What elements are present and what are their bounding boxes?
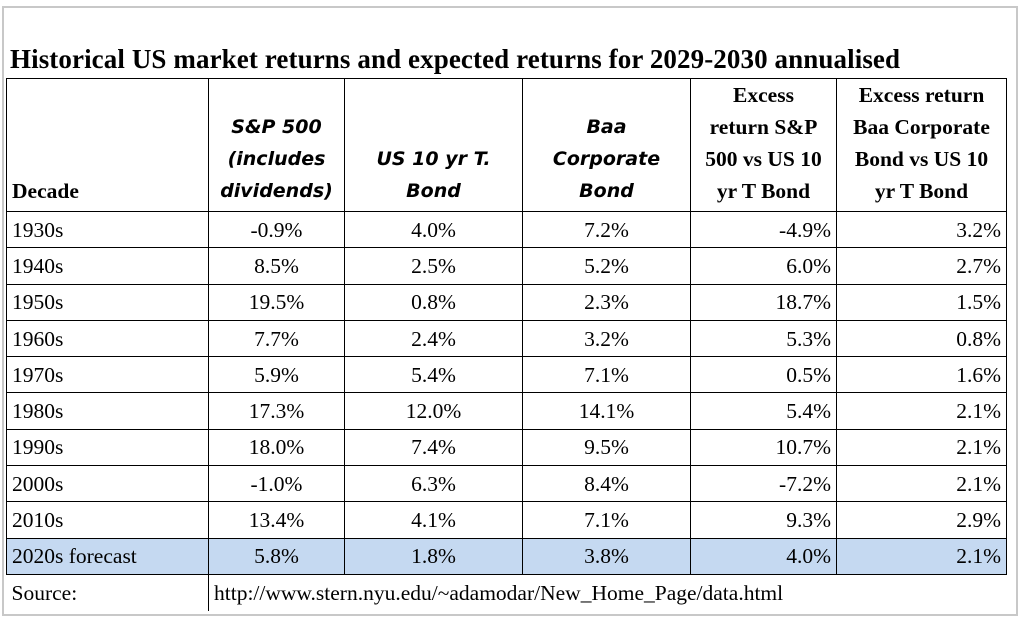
header-decade: Decade — [6, 78, 209, 212]
cell-sp500: 18.0% — [208, 428, 345, 467]
cell-sp500: -1.0% — [208, 465, 345, 503]
cell-tbond: 2.4% — [344, 319, 523, 358]
returns-table: Decade S&P 500 (includes dividends) US 1… — [6, 78, 1007, 612]
cell-excess-baa: 2.9% — [836, 501, 1007, 539]
cell-decade: 2010s — [6, 501, 209, 539]
header-excess-sp: Excess return S&P 500 vs US 10 yr T Bond — [690, 78, 837, 212]
cell-sp500: 5.8% — [208, 537, 345, 575]
cell-sp500: -0.9% — [208, 210, 345, 249]
cell-excess-baa: 1.6% — [836, 356, 1007, 394]
cell-tbond: 12.0% — [344, 392, 523, 430]
table-row: 1930s -0.9% 4.0% 7.2% -4.9% 3.2% — [6, 210, 1007, 249]
table-row: 1970s 5.9% 5.4% 7.1% 0.5% 1.6% — [6, 356, 1007, 394]
cell-excess-sp: 10.7% — [690, 428, 837, 467]
table-row: 1990s 18.0% 7.4% 9.5% 10.7% 2.1% — [6, 428, 1007, 467]
cell-decade: 1970s — [6, 356, 209, 394]
cell-decade: 1930s — [6, 210, 209, 249]
cell-tbond: 2.5% — [344, 247, 523, 285]
cell-excess-baa: 2.1% — [836, 392, 1007, 430]
cell-excess-sp: 6.0% — [690, 247, 837, 285]
cell-excess-baa: 1.5% — [836, 283, 1007, 321]
cell-sp500: 17.3% — [208, 392, 345, 430]
header-excess-baa: Excess return Baa Corporate Bond vs US 1… — [836, 78, 1007, 212]
cell-tbond: 5.4% — [344, 356, 523, 394]
cell-tbond: 7.4% — [344, 428, 523, 467]
table-body: 1930s -0.9% 4.0% 7.2% -4.9% 3.2% 1940s 8.5% 2.5%… — [6, 210, 1007, 575]
table-row: 2010s 13.4% 4.1% 7.1% 9.3% 2.9% — [6, 501, 1007, 539]
header-row: Decade S&P 500 (includes dividends) US 1… — [6, 78, 1007, 212]
cell-excess-sp: 5.3% — [690, 319, 837, 358]
header-sp500: S&P 500 (includes dividends) — [208, 78, 345, 212]
cell-decade: 1980s — [6, 392, 209, 430]
cell-baa: 5.2% — [522, 247, 691, 285]
cell-baa: 7.1% — [522, 356, 691, 394]
cell-sp500: 13.4% — [208, 501, 345, 539]
table-row: 1980s 17.3% 12.0% 14.1% 5.4% 2.1% — [6, 392, 1007, 430]
table-row: 1940s 8.5% 2.5% 5.2% 6.0% 2.7% — [6, 247, 1007, 285]
cell-excess-sp: 0.5% — [690, 356, 837, 394]
cell-tbond: 4.0% — [344, 210, 523, 249]
header-tbond: US 10 yr T. Bond — [344, 78, 523, 212]
table-row: 1950s 19.5% 0.8% 2.3% 18.7% 1.5% — [6, 283, 1007, 321]
table-title: Historical US market returns and expecte… — [10, 44, 901, 74]
cell-baa: 8.4% — [522, 465, 691, 503]
source-url: http://www.stern.nyu.edu/~adamodar/New_H… — [208, 574, 1007, 612]
cell-decade: 2000s — [6, 465, 209, 503]
cell-excess-baa: 2.7% — [836, 247, 1007, 285]
cell-excess-sp: -4.9% — [690, 210, 837, 249]
source-row: Source: http://www.stern.nyu.edu/~adamod… — [7, 574, 1007, 612]
cell-excess-baa: 3.2% — [836, 210, 1007, 249]
cell-decade: 2020s forecast — [6, 537, 209, 575]
cell-sp500: 19.5% — [208, 283, 345, 321]
cell-baa: 3.8% — [522, 537, 691, 575]
cell-baa: 7.2% — [522, 210, 691, 249]
cell-tbond: 0.8% — [344, 283, 523, 321]
cell-baa: 14.1% — [522, 392, 691, 430]
cell-excess-sp: 9.3% — [690, 501, 837, 539]
cell-decade: 1950s — [6, 283, 209, 321]
cell-decade: 1940s — [6, 247, 209, 285]
cell-baa: 2.3% — [522, 283, 691, 321]
table-row: 2000s -1.0% 6.3% 8.4% -7.2% 2.1% — [6, 465, 1007, 503]
header-baa: Baa Corporate Bond — [522, 78, 691, 212]
cell-decade: 1990s — [6, 428, 209, 467]
cell-baa: 7.1% — [522, 501, 691, 539]
table-row-forecast: 2020s forecast 5.8% 1.8% 3.8% 4.0% 2.1% — [6, 537, 1007, 575]
cell-baa: 9.5% — [522, 428, 691, 467]
cell-excess-sp: 18.7% — [690, 283, 837, 321]
cell-decade: 1960s — [6, 319, 209, 358]
cell-excess-sp: -7.2% — [690, 465, 837, 503]
cell-excess-baa: 2.1% — [836, 537, 1007, 575]
cell-excess-sp: 4.0% — [690, 537, 837, 575]
cell-sp500: 5.9% — [208, 356, 345, 394]
cell-excess-baa: 2.1% — [836, 465, 1007, 503]
cell-tbond: 1.8% — [344, 537, 523, 575]
cell-excess-baa: 2.1% — [836, 428, 1007, 467]
cell-excess-baa: 0.8% — [836, 319, 1007, 358]
cell-sp500: 8.5% — [208, 247, 345, 285]
table-row: 1960s 7.7% 2.4% 3.2% 5.3% 0.8% — [6, 319, 1007, 358]
cell-tbond: 6.3% — [344, 465, 523, 503]
source-label: Source: — [11, 580, 78, 605]
cell-sp500: 7.7% — [208, 319, 345, 358]
cell-tbond: 4.1% — [344, 501, 523, 539]
cell-baa: 3.2% — [522, 319, 691, 358]
cell-excess-sp: 5.4% — [690, 392, 837, 430]
